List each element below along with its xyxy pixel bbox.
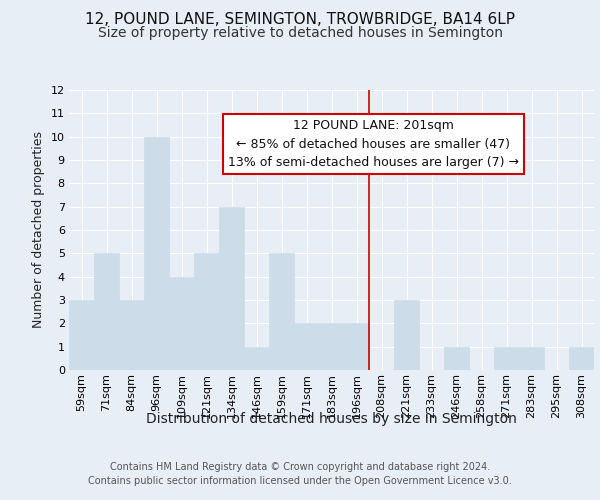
Bar (144, 136, 169, 370)
Text: Size of property relative to detached houses in Semington: Size of property relative to detached ho… (97, 26, 503, 40)
Bar (494, 346, 519, 370)
Text: 12 POUND LANE: 201sqm
← 85% of detached houses are smaller (47)
13% of semi-deta: 12 POUND LANE: 201sqm ← 85% of detached … (228, 120, 519, 170)
Bar (344, 324, 369, 370)
Bar (244, 346, 269, 370)
Bar (519, 346, 544, 370)
Bar (294, 324, 319, 370)
Text: Distribution of detached houses by size in Semington: Distribution of detached houses by size … (146, 412, 517, 426)
Bar (169, 276, 194, 370)
Y-axis label: Number of detached properties: Number of detached properties (32, 132, 45, 328)
Bar (319, 324, 344, 370)
Text: 12, POUND LANE, SEMINGTON, TROWBRIDGE, BA14 6LP: 12, POUND LANE, SEMINGTON, TROWBRIDGE, B… (85, 12, 515, 28)
Bar (94, 254, 119, 370)
Bar (69, 300, 94, 370)
Bar (269, 254, 294, 370)
Text: Contains public sector information licensed under the Open Government Licence v3: Contains public sector information licen… (88, 476, 512, 486)
Bar (219, 206, 244, 370)
Bar (394, 300, 419, 370)
Bar (444, 346, 469, 370)
Bar (569, 346, 594, 370)
Bar (194, 254, 219, 370)
Bar (119, 300, 144, 370)
Text: Contains HM Land Registry data © Crown copyright and database right 2024.: Contains HM Land Registry data © Crown c… (110, 462, 490, 472)
